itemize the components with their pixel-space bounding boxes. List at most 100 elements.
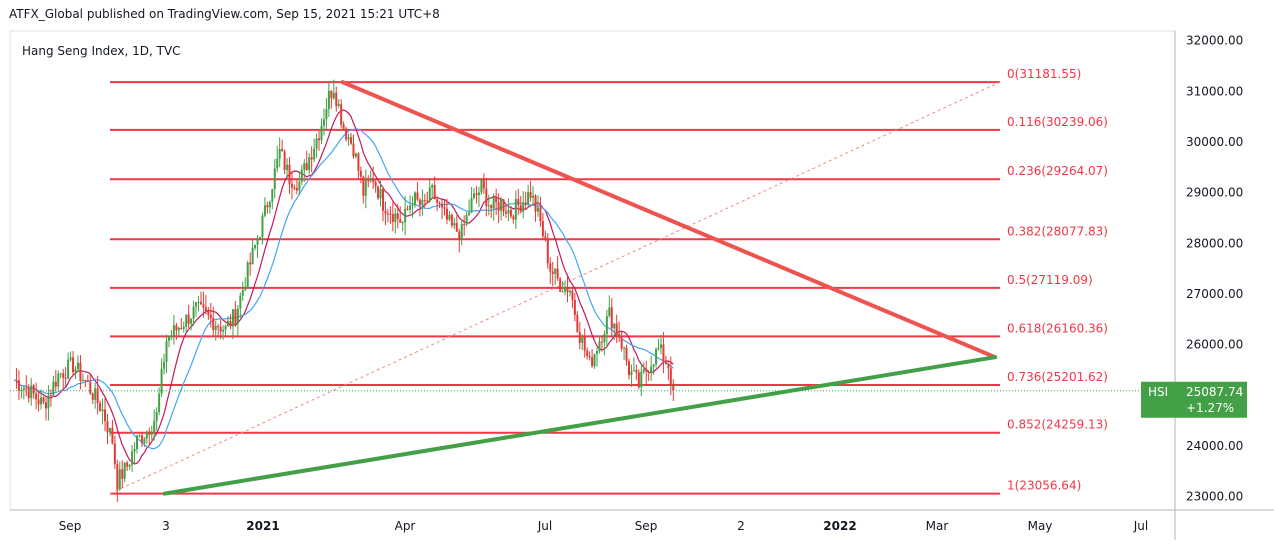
candle-body — [445, 208, 448, 220]
y-tick-label: 28000.00 — [1186, 236, 1243, 250]
candle-body — [202, 304, 205, 308]
candle-body — [44, 402, 47, 409]
candle-body — [256, 238, 259, 245]
candle-body — [586, 350, 589, 357]
candle-body — [615, 323, 618, 334]
candle-body — [283, 151, 286, 170]
last-price-value: 25087.74 — [1186, 385, 1243, 399]
candle-body — [254, 244, 257, 248]
candle-body — [578, 332, 581, 343]
fib-trend-line — [109, 81, 1001, 495]
candle-body — [647, 371, 650, 373]
candle-body — [406, 208, 409, 210]
candle-body — [367, 180, 370, 182]
candle-body — [453, 222, 456, 226]
candle-body — [322, 119, 325, 126]
candle-body — [605, 316, 608, 334]
candle-body — [293, 187, 296, 189]
candle-body — [138, 435, 141, 437]
fib-level-label: 0.852(24259.13) — [1007, 418, 1108, 432]
candle-body — [241, 289, 244, 296]
last-price-tag: HSI 25087.74 +1.27% — [10, 381, 1247, 418]
candle-body — [546, 239, 549, 264]
candle-body — [396, 213, 399, 220]
trendlines — [162, 80, 998, 496]
y-tick-label: 23000.00 — [1186, 490, 1243, 504]
candle-body — [86, 380, 89, 382]
candle-body — [556, 268, 559, 279]
candle-body — [172, 325, 175, 336]
candle-body — [190, 318, 193, 324]
candle-body — [40, 397, 43, 405]
candle-body — [438, 202, 441, 204]
candle-body — [288, 164, 291, 184]
fib-level-label: 1(23056.64) — [1007, 479, 1081, 493]
candle-body — [549, 263, 552, 272]
candle-body — [443, 207, 446, 209]
candle-body — [52, 381, 55, 396]
candle-body — [357, 153, 360, 171]
candle-body — [517, 198, 520, 205]
candle-body — [377, 186, 380, 199]
candle-body — [207, 311, 210, 315]
candle-body — [259, 236, 261, 239]
candle-body — [652, 364, 655, 367]
y-tick-label: 24000.00 — [1186, 439, 1243, 453]
last-price-badge — [1141, 381, 1247, 418]
x-tick-label: Jul — [537, 519, 552, 533]
candle-body — [399, 219, 402, 223]
candle-body — [576, 314, 579, 333]
candle-body — [286, 164, 289, 170]
candle-body — [234, 309, 237, 324]
candle-body — [596, 351, 599, 354]
candle-body — [197, 301, 200, 303]
candle-body — [532, 195, 535, 198]
candle-body — [133, 449, 136, 452]
x-tick-label: 2 — [737, 519, 745, 533]
candle-body — [374, 181, 377, 187]
candle-body — [244, 288, 247, 290]
candle-body — [310, 157, 313, 160]
candle-body — [632, 370, 635, 372]
candle-body — [57, 373, 60, 387]
candle-body — [106, 421, 109, 433]
candle-body — [131, 451, 134, 465]
candle-body — [231, 309, 234, 327]
candle-body — [544, 236, 547, 240]
publisher-line: ATFX_Global published on TradingView.com… — [9, 7, 440, 21]
candle-body — [76, 362, 79, 370]
candle-body — [281, 148, 284, 152]
candle-body — [17, 380, 20, 391]
candle-body — [94, 388, 97, 400]
candle-body — [99, 402, 102, 412]
candle-body — [495, 197, 498, 203]
candle-body — [372, 178, 375, 182]
support-trendline — [162, 355, 998, 496]
candle-body — [313, 148, 316, 160]
candle-body — [345, 128, 348, 140]
candle-body — [573, 300, 576, 315]
candle-body — [450, 214, 453, 226]
x-tick-label: Apr — [395, 519, 416, 533]
candle-body — [165, 340, 168, 362]
candle-body — [541, 221, 544, 237]
plot-frame — [9, 30, 1176, 511]
candle-body — [303, 163, 306, 170]
time-axis: Sep 3 2021 Apr Jul Sep 2 2022 Mar May Jul — [59, 519, 1149, 533]
candle-body — [593, 353, 596, 367]
candle-body — [591, 357, 594, 367]
candle-body — [536, 207, 539, 212]
candle-body — [185, 314, 188, 327]
candle-body — [195, 302, 198, 307]
candle-body — [588, 356, 591, 358]
candle-body — [116, 463, 119, 490]
candle-body — [111, 427, 114, 444]
candle-body — [379, 189, 382, 199]
candle-body — [490, 205, 493, 209]
candle-body — [354, 153, 357, 157]
candle-body — [610, 307, 613, 329]
ma-slow-line — [13, 128, 674, 450]
candle-body — [175, 325, 178, 331]
candle-body — [246, 262, 249, 289]
candle-body — [477, 192, 480, 196]
